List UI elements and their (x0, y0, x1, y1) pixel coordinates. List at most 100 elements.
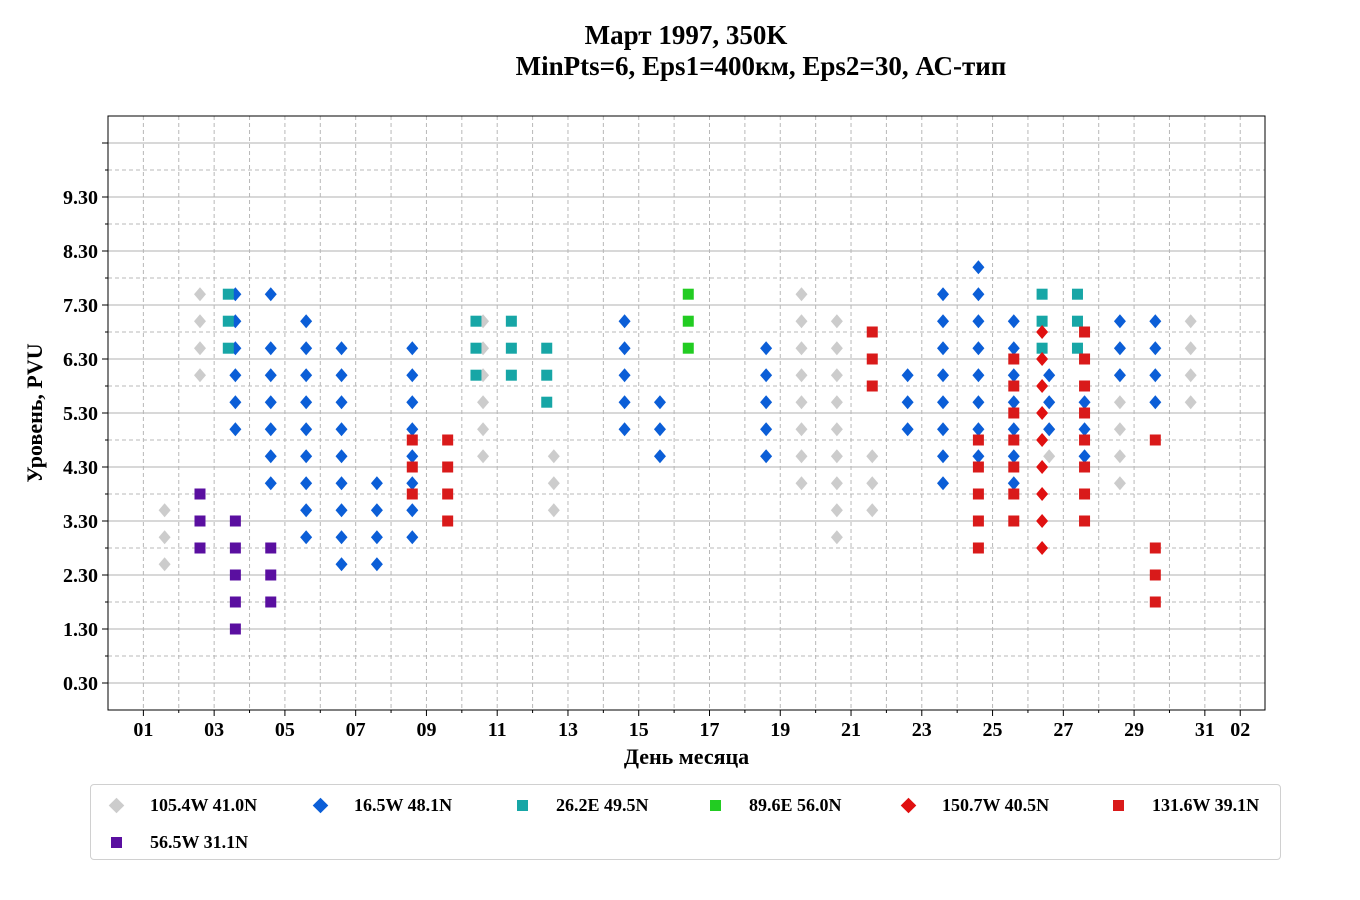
data-point-series-5 (1036, 514, 1049, 528)
data-point-series-2 (1043, 422, 1056, 437)
data-point-series-1 (547, 476, 560, 491)
data-point-series-6 (1008, 488, 1020, 500)
data-point-series-6 (1079, 353, 1091, 365)
grid (108, 116, 1265, 710)
data-point-series-3 (505, 342, 517, 354)
data-point-series-6 (1079, 488, 1091, 500)
data-point-series-7 (194, 515, 206, 527)
data-point-series-6 (1149, 434, 1161, 446)
data-point-series-2 (1113, 368, 1126, 383)
x-tick-label: 11 (488, 719, 507, 741)
x-tick-label: 29 (1124, 719, 1144, 741)
data-point-series-1 (866, 476, 879, 491)
x-tick-label: 25 (983, 719, 1003, 741)
data-point-series-2 (229, 395, 242, 410)
data-point-series-2 (406, 395, 419, 410)
data-points (158, 260, 1197, 635)
data-point-series-1 (795, 287, 808, 302)
data-point-series-2 (972, 287, 985, 302)
legend-item: 56.5W 31.1N (109, 830, 248, 854)
data-point-series-2 (264, 449, 277, 464)
data-point-series-5 (1036, 325, 1049, 339)
data-point-series-2 (653, 449, 666, 464)
data-point-series-2 (370, 503, 383, 518)
data-point-series-2 (335, 476, 348, 491)
data-point-series-2 (229, 422, 242, 437)
data-point-series-2 (901, 368, 914, 383)
legend-label: 150.7W 40.5N (942, 794, 1050, 815)
data-point-series-5 (1036, 541, 1049, 555)
data-point-series-1 (830, 449, 843, 464)
x-tick-label: 05 (275, 719, 295, 741)
data-point-series-2 (300, 530, 313, 545)
data-point-series-6 (442, 461, 454, 473)
legend-item: 150.7W 40.5N (900, 793, 1050, 817)
data-point-series-7 (229, 596, 241, 608)
data-point-series-2 (653, 395, 666, 410)
y-tick-label: 7.30 (63, 295, 98, 317)
data-point-series-2 (760, 368, 773, 383)
data-point-series-2 (937, 422, 950, 437)
data-point-series-3 (1071, 342, 1083, 354)
x-tick-label: 19 (770, 719, 790, 741)
plot-area (107, 115, 1266, 711)
data-point-series-2 (1113, 341, 1126, 356)
data-point-series-5 (1036, 406, 1049, 420)
data-point-series-6 (1079, 515, 1091, 527)
data-point-series-2 (972, 422, 985, 437)
data-point-series-1 (830, 395, 843, 410)
x-tick-label: 07 (346, 719, 366, 741)
legend-label: 105.4W 41.0N (150, 794, 258, 815)
data-point-series-1 (830, 314, 843, 329)
data-point-series-1 (1184, 368, 1197, 383)
data-point-series-6 (1149, 596, 1161, 608)
data-point-series-2 (1007, 422, 1020, 437)
x-tick-label: 02 (1230, 719, 1250, 741)
data-point-series-6 (1079, 380, 1091, 392)
data-point-series-1 (830, 503, 843, 518)
data-point-series-2 (937, 368, 950, 383)
data-point-series-1 (158, 503, 171, 518)
data-point-series-2 (937, 341, 950, 356)
data-point-series-2 (1078, 449, 1091, 464)
x-tick-label: 27 (1053, 719, 1073, 741)
data-point-series-1 (477, 395, 490, 410)
data-point-series-2 (264, 368, 277, 383)
data-point-series-5 (1036, 433, 1049, 447)
data-point-series-1 (795, 341, 808, 356)
y-tick-label: 8.30 (63, 241, 98, 263)
data-point-series-1 (795, 395, 808, 410)
data-point-series-3 (222, 342, 234, 354)
data-point-series-1 (547, 449, 560, 464)
data-point-series-3 (541, 342, 553, 354)
data-point-series-2 (937, 314, 950, 329)
chart-title: Март 1997, 350K (584, 20, 788, 50)
chart-subtitle: MinPts=6, Eps1=400км, Eps2=30, АС-тип (515, 51, 1007, 81)
data-point-series-6 (1079, 326, 1091, 338)
data-point-series-2 (300, 503, 313, 518)
data-point-series-1 (830, 476, 843, 491)
data-point-series-6 (1008, 353, 1020, 365)
data-point-series-7 (229, 515, 241, 527)
legend-label: 89.6E 56.0N (749, 794, 842, 815)
data-point-series-1 (158, 557, 171, 572)
data-point-series-3 (1036, 342, 1048, 354)
y-tick-label: 9.30 (63, 187, 98, 209)
data-point-series-3 (1071, 315, 1083, 327)
legend-label: 131.6W 39.1N (1152, 794, 1260, 815)
x-tick-label: 09 (416, 719, 436, 741)
data-point-series-2 (300, 422, 313, 437)
data-point-series-3 (1036, 288, 1048, 300)
data-point-series-1 (193, 341, 206, 356)
data-point-series-6 (972, 488, 984, 500)
data-point-series-2 (370, 530, 383, 545)
data-point-series-6 (442, 515, 454, 527)
data-point-series-2 (335, 530, 348, 545)
legend-label: 56.5W 31.1N (150, 831, 249, 852)
data-point-series-3 (541, 396, 553, 408)
data-point-series-1 (866, 449, 879, 464)
data-point-series-3 (505, 315, 517, 327)
data-point-series-1 (158, 530, 171, 545)
diamond-marker-icon (108, 797, 125, 813)
